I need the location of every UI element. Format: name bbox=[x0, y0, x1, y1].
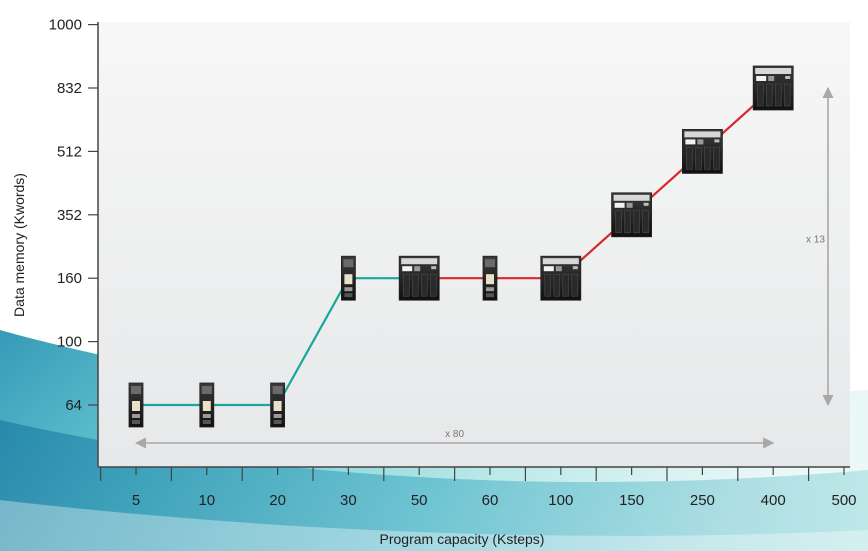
x-tick-label: 30 bbox=[340, 492, 357, 509]
x-tick-label: 10 bbox=[198, 492, 215, 509]
compact-plc-marker bbox=[199, 382, 215, 428]
x-tick-label: 50 bbox=[411, 492, 428, 509]
x-tick-label: 150 bbox=[619, 492, 644, 509]
x-tick-label: 100 bbox=[548, 492, 573, 509]
rack-plc-marker bbox=[540, 255, 582, 301]
plot-area bbox=[98, 22, 850, 467]
y-axis-title: Data memory (Kwords) bbox=[11, 173, 27, 317]
device-markers bbox=[128, 65, 794, 428]
x-tick-label: 20 bbox=[269, 492, 286, 509]
axes bbox=[97, 22, 850, 468]
x-range-annotation: x 80 bbox=[134, 429, 775, 449]
compact-plc-marker bbox=[340, 255, 356, 301]
rack-plc-marker bbox=[682, 128, 723, 174]
y-tick-label: 160 bbox=[57, 270, 82, 287]
x-axis-ticks: 5 10 20 30 50 60 100 150 250 400 500 bbox=[99, 467, 857, 509]
x-tick-label: 400 bbox=[761, 492, 786, 509]
y-tick-label: 64 bbox=[65, 397, 82, 414]
x-tick-label: 500 bbox=[831, 492, 856, 509]
x-tick-label: 5 bbox=[132, 492, 140, 509]
x-tick-label: 60 bbox=[482, 492, 499, 509]
x-tick-label: 250 bbox=[690, 492, 715, 509]
rack-plc-marker bbox=[752, 65, 794, 111]
y-tick-label: 100 bbox=[57, 334, 82, 351]
x-axis-title: Program capacity (Ksteps) bbox=[380, 531, 545, 547]
y-range-label: x 13 bbox=[806, 235, 825, 246]
x-range-label: x 80 bbox=[445, 429, 464, 440]
rack-plc-marker bbox=[611, 192, 652, 238]
y-tick-label: 352 bbox=[57, 207, 82, 224]
y-tick-label: 1000 bbox=[49, 17, 82, 34]
compact-plc-marker bbox=[128, 382, 144, 428]
y-range-annotation: x 13 bbox=[806, 86, 834, 407]
compact-plc-marker bbox=[482, 255, 498, 301]
y-tick-label: 512 bbox=[57, 143, 82, 160]
rack-plc-marker bbox=[398, 255, 440, 301]
compact-plc-marker bbox=[270, 382, 286, 428]
y-tick-label: 832 bbox=[57, 80, 82, 97]
y-axis-ticks: 64 100 160 352 512 832 1000 bbox=[49, 17, 98, 414]
